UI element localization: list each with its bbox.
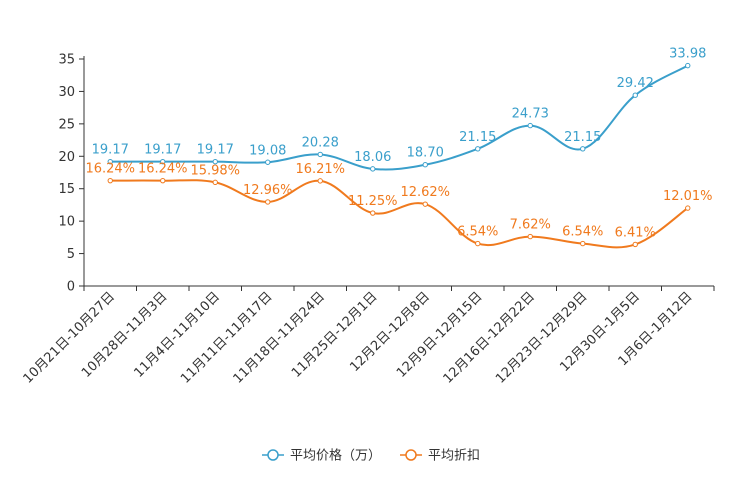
data-point bbox=[265, 199, 271, 205]
y-tick-label: 25 bbox=[58, 117, 75, 132]
x-tick-label: 11月18日-11月24日 bbox=[231, 289, 328, 386]
legend-circle-icon bbox=[405, 449, 417, 461]
data-label: 11.25% bbox=[348, 194, 398, 209]
data-point bbox=[580, 240, 586, 247]
data-label: 7.62% bbox=[510, 218, 551, 233]
data-label: 6.41% bbox=[615, 225, 656, 240]
data-point bbox=[160, 177, 166, 184]
data-point bbox=[475, 146, 481, 152]
data-label: 15.98% bbox=[190, 163, 240, 178]
y-tick-label: 5 bbox=[67, 247, 75, 262]
data-label: 18.06 bbox=[354, 150, 391, 165]
data-point bbox=[370, 210, 376, 216]
y-tick-label: 10 bbox=[58, 215, 75, 230]
data-point bbox=[370, 166, 376, 172]
data-label: 19.17 bbox=[92, 143, 129, 158]
data-point bbox=[212, 158, 218, 165]
data-label: 6.54% bbox=[457, 225, 498, 240]
data-label: 21.15 bbox=[564, 130, 601, 145]
data-point bbox=[422, 201, 428, 207]
x-tick-label: 12月16日-12月22日 bbox=[441, 289, 538, 386]
data-point bbox=[317, 178, 323, 184]
data-label: 33.98 bbox=[669, 47, 706, 62]
x-tick-label: 11月11日-11月17日 bbox=[178, 289, 275, 386]
data-label: 19.17 bbox=[197, 143, 234, 158]
data-label: 19.08 bbox=[249, 143, 286, 158]
data-point bbox=[265, 159, 271, 165]
data-point bbox=[317, 151, 323, 158]
data-label: 19.17 bbox=[144, 143, 181, 158]
legend-label: 平均价格（万） bbox=[290, 448, 381, 464]
data-point bbox=[475, 240, 481, 247]
data-label: 20.28 bbox=[302, 135, 339, 150]
data-label: 21.15 bbox=[459, 130, 496, 145]
x-tick-label: 12月23日-12月29日 bbox=[493, 289, 590, 386]
series-1: 19.17 19.17 19.17 19.08 20.28 18.06 18.70 21.15… bbox=[92, 47, 706, 172]
data-point bbox=[107, 158, 113, 165]
legend-label: 平均折扣 bbox=[428, 449, 480, 464]
data-point bbox=[107, 177, 113, 184]
data-point bbox=[632, 92, 638, 98]
data-label: 16.21% bbox=[295, 162, 345, 177]
data-point bbox=[422, 162, 428, 168]
data-label: 12.01% bbox=[663, 189, 713, 204]
data-point bbox=[160, 158, 166, 165]
y-tick-label: 35 bbox=[58, 53, 75, 68]
data-point bbox=[685, 62, 691, 69]
legend-circle-icon bbox=[267, 449, 279, 461]
data-point bbox=[527, 233, 533, 240]
series-2: 16.24% 16.24% 15.98%12.96%16.21%11.25%12.6… bbox=[85, 162, 713, 249]
data-label: 12.62% bbox=[400, 185, 450, 200]
data-point bbox=[685, 205, 691, 211]
data-point bbox=[580, 146, 586, 152]
data-label: 16.24% bbox=[85, 162, 135, 177]
y-tick-label: 20 bbox=[58, 150, 75, 165]
series-layer: 19.17 19.17 19.17 19.08 20.28 18.06 18.70 21.15… bbox=[85, 47, 713, 249]
data-label: 12.96% bbox=[243, 183, 293, 198]
legend-item-2[interactable]: 平均折扣 bbox=[400, 449, 480, 464]
data-label: 6.54% bbox=[562, 225, 603, 240]
data-label: 16.24% bbox=[138, 162, 188, 177]
legend-item-1[interactable]: 平均价格（万） bbox=[262, 448, 381, 464]
data-label: 18.70 bbox=[407, 146, 444, 161]
data-label: 29.42 bbox=[617, 76, 654, 91]
data-point bbox=[212, 179, 218, 186]
data-point bbox=[632, 241, 638, 248]
data-point bbox=[527, 122, 533, 129]
y-tick-label: 0 bbox=[67, 280, 75, 295]
x-tick-label: 10月21日-10月27日 bbox=[21, 289, 118, 386]
data-label: 24.73 bbox=[512, 107, 549, 122]
legend[interactable]: 平均价格（万） 平均折扣 bbox=[262, 448, 480, 464]
axes: 0510152025303510月21日-10月27日10月28日-11月3日1… bbox=[21, 53, 715, 387]
y-tick-label: 30 bbox=[58, 85, 75, 100]
y-tick-label: 15 bbox=[58, 182, 75, 197]
